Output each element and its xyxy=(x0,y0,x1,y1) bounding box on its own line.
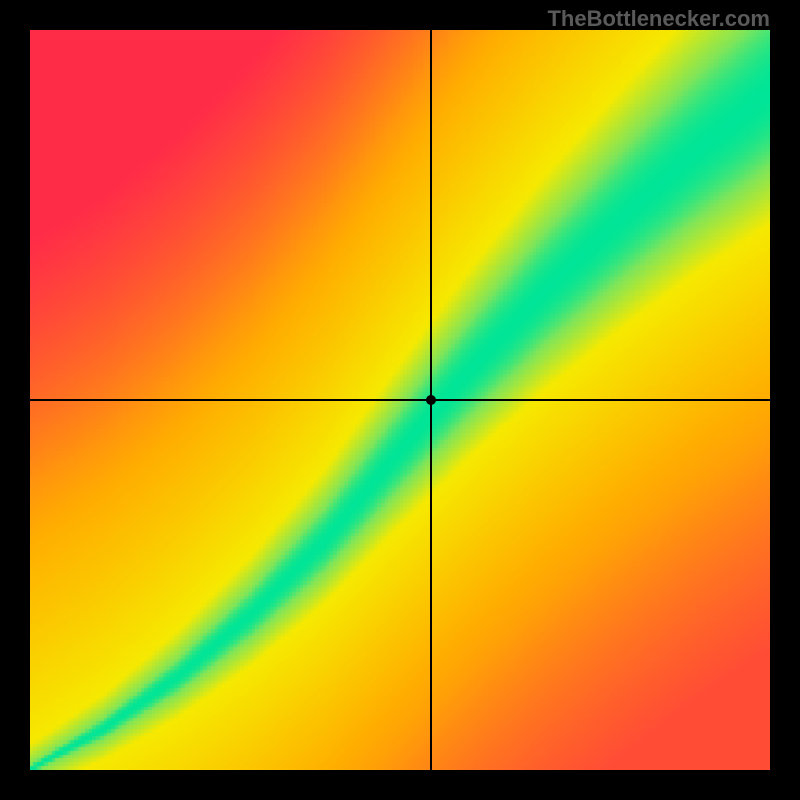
crosshair-horizontal xyxy=(30,399,770,400)
attribution-text: TheBottlenecker.com xyxy=(547,6,770,32)
heatmap-plot xyxy=(30,30,770,770)
crosshair-marker[interactable] xyxy=(426,395,436,405)
